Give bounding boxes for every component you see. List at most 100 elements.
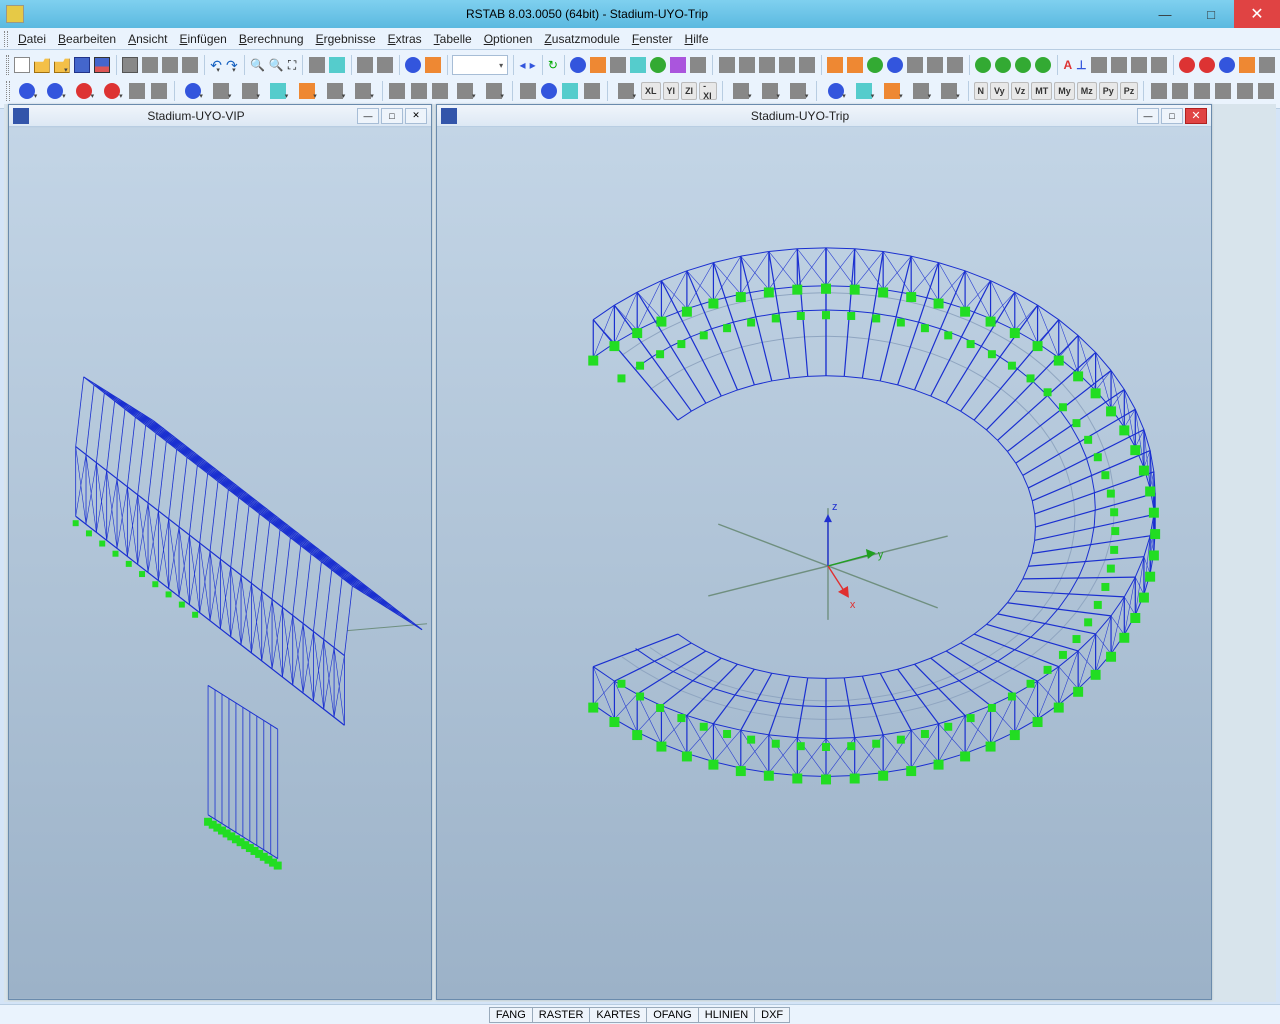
menu-tabelle[interactable]: Tabelle <box>428 30 478 48</box>
disp-d5[interactable] <box>936 80 962 102</box>
maximize-button[interactable]: □ <box>1188 0 1234 28</box>
edit-e4[interactable] <box>452 80 478 102</box>
select-button[interactable] <box>308 54 326 76</box>
menu-einfügen[interactable]: Einfügen <box>173 30 232 48</box>
zoom-extents-button[interactable]: ⛶ <box>287 54 297 76</box>
support-u[interactable] <box>994 54 1012 76</box>
nav-last-button[interactable]: ▸ <box>529 54 537 76</box>
menu-bearbeiten[interactable]: Bearbeiten <box>52 30 122 48</box>
select-sel6[interactable] <box>149 80 168 102</box>
save-all-button[interactable] <box>93 54 111 76</box>
edit-e3[interactable] <box>431 80 450 102</box>
line-ln6[interactable] <box>322 80 348 102</box>
refresh-button[interactable]: ↻ <box>547 54 559 76</box>
line-ln4[interactable] <box>265 80 291 102</box>
render-p[interactable] <box>886 54 904 76</box>
render-r[interactable] <box>926 54 944 76</box>
list-button[interactable] <box>376 54 394 76</box>
result-Vz[interactable]: Vz <box>1011 82 1030 100</box>
filter-f3[interactable] <box>1192 80 1211 102</box>
child-maximize-button[interactable]: □ <box>381 108 403 124</box>
result-Pz[interactable]: Pz <box>1120 82 1139 100</box>
open-button[interactable] <box>33 54 51 76</box>
tool-b[interactable] <box>589 54 607 76</box>
support-w[interactable] <box>1034 54 1052 76</box>
view-v2[interactable] <box>539 80 558 102</box>
open-recent-button[interactable] <box>53 54 71 76</box>
render-s[interactable] <box>946 54 964 76</box>
menu-ansicht[interactable]: Ansicht <box>122 30 173 48</box>
end-r3[interactable] <box>1218 54 1236 76</box>
menu-optionen[interactable]: Optionen <box>478 30 539 48</box>
status-raster[interactable]: RASTER <box>532 1007 591 1023</box>
undo-button[interactable]: ↶ <box>209 54 223 76</box>
menu-berechnung[interactable]: Berechnung <box>233 30 310 48</box>
view-v1[interactable] <box>518 80 537 102</box>
render-m[interactable] <box>826 54 844 76</box>
menu-datei[interactable]: Datei <box>12 30 52 48</box>
render-n[interactable] <box>846 54 864 76</box>
grid-tool-j[interactable] <box>758 54 776 76</box>
results-button[interactable] <box>424 54 442 76</box>
filter-f1[interactable] <box>1149 80 1168 102</box>
tool-g[interactable] <box>689 54 707 76</box>
new-button[interactable] <box>13 54 31 76</box>
end-r5[interactable] <box>1258 54 1276 76</box>
report-button[interactable] <box>161 54 179 76</box>
end-r1[interactable] <box>1178 54 1196 76</box>
line-ln1[interactable] <box>179 80 205 102</box>
result-My[interactable]: My <box>1054 82 1075 100</box>
shade-s2[interactable] <box>756 80 782 102</box>
grid-tool-i[interactable] <box>738 54 756 76</box>
filter-f6[interactable] <box>1256 80 1275 102</box>
status-kartes[interactable]: KARTES <box>589 1007 647 1023</box>
result-N[interactable]: N <box>974 82 989 100</box>
child-minimize-button[interactable]: — <box>357 108 379 124</box>
redo-button[interactable]: ↷ <box>225 54 239 76</box>
shade-s1[interactable] <box>728 80 754 102</box>
result-MT[interactable]: MT <box>1031 82 1052 100</box>
misc-x3[interactable] <box>1130 54 1148 76</box>
select-sel1[interactable] <box>14 80 40 102</box>
select-sel3[interactable] <box>71 80 97 102</box>
grid-tool-l[interactable] <box>798 54 816 76</box>
grid-tool-h[interactable] <box>718 54 736 76</box>
close-button[interactable]: ✕ <box>1234 0 1280 28</box>
axis-tool-2[interactable]: ⊥ <box>1075 54 1087 76</box>
child-close-button[interactable]: ✕ <box>1185 108 1207 124</box>
menu-hilfe[interactable]: Hilfe <box>679 30 715 48</box>
zoom-button[interactable]: 🔍 <box>249 54 266 76</box>
loadcase-combo[interactable] <box>452 55 508 75</box>
status-fang[interactable]: FANG <box>489 1007 533 1023</box>
report2-button[interactable] <box>181 54 199 76</box>
nav-first-button[interactable]: ◂ <box>518 54 526 76</box>
child-maximize-button[interactable]: □ <box>1161 108 1183 124</box>
view-v3[interactable] <box>561 80 580 102</box>
menu-fenster[interactable]: Fenster <box>626 30 679 48</box>
result-Vy[interactable]: Vy <box>990 82 1009 100</box>
result-Mz[interactable]: Mz <box>1077 82 1097 100</box>
support-v[interactable] <box>1014 54 1032 76</box>
misc-x1[interactable] <box>1090 54 1108 76</box>
print-button[interactable] <box>121 54 139 76</box>
child-titlebar[interactable]: Stadium-UYO-Trip — □ ✕ <box>437 105 1211 127</box>
menu-extras[interactable]: Extras <box>382 30 428 48</box>
edit-e1[interactable] <box>388 80 407 102</box>
select-sel4[interactable] <box>99 80 125 102</box>
edit-e5[interactable] <box>480 80 506 102</box>
menu-zusatzmodule[interactable]: Zusatzmodule <box>538 30 625 48</box>
disp-d4[interactable] <box>908 80 934 102</box>
result-Py[interactable]: Py <box>1099 82 1118 100</box>
status-hlinien[interactable]: HLINIEN <box>698 1007 755 1023</box>
tool-c[interactable] <box>609 54 627 76</box>
misc-x4[interactable] <box>1150 54 1168 76</box>
axis-view-yl[interactable]: Yl <box>663 82 680 100</box>
tool-e[interactable] <box>649 54 667 76</box>
filter-f5[interactable] <box>1235 80 1254 102</box>
render-o[interactable] <box>866 54 884 76</box>
view-v4[interactable] <box>582 80 601 102</box>
zoom-window-button[interactable]: 🔍 <box>268 54 285 76</box>
end-r2[interactable] <box>1198 54 1216 76</box>
child-titlebar[interactable]: Stadium-UYO-VIP — □ ✕ <box>9 105 431 127</box>
axis-tool[interactable]: A <box>1062 54 1073 76</box>
